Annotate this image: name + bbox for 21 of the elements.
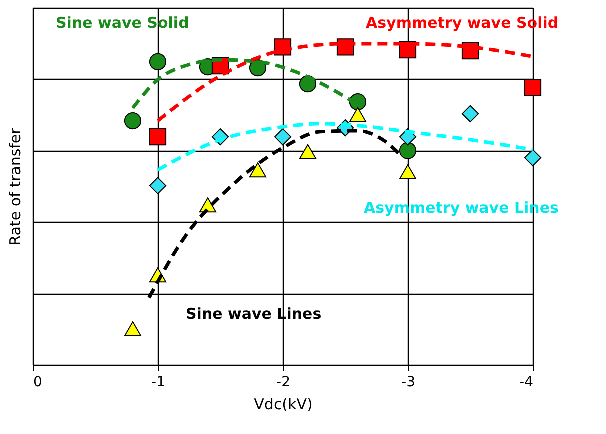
point	[349, 107, 367, 122]
point	[524, 149, 542, 166]
x-axis-title: Vdc(kV)	[254, 396, 313, 414]
x-tick-label: -1	[152, 374, 166, 390]
point	[149, 177, 167, 194]
point	[149, 53, 167, 70]
point	[274, 128, 292, 146]
point	[249, 162, 267, 178]
point	[462, 105, 480, 123]
point	[124, 112, 142, 130]
x-tick-label: -3	[402, 374, 416, 390]
point	[299, 144, 317, 160]
point	[399, 164, 417, 180]
x-tick-label: 0	[34, 374, 42, 390]
point	[149, 128, 167, 146]
point	[524, 79, 542, 97]
point	[399, 142, 417, 160]
point	[124, 322, 142, 337]
y-axis-title: Rate of transfer	[6, 127, 24, 246]
x-tick-label: -4	[520, 374, 534, 390]
x-tick-label: -2	[276, 374, 290, 390]
